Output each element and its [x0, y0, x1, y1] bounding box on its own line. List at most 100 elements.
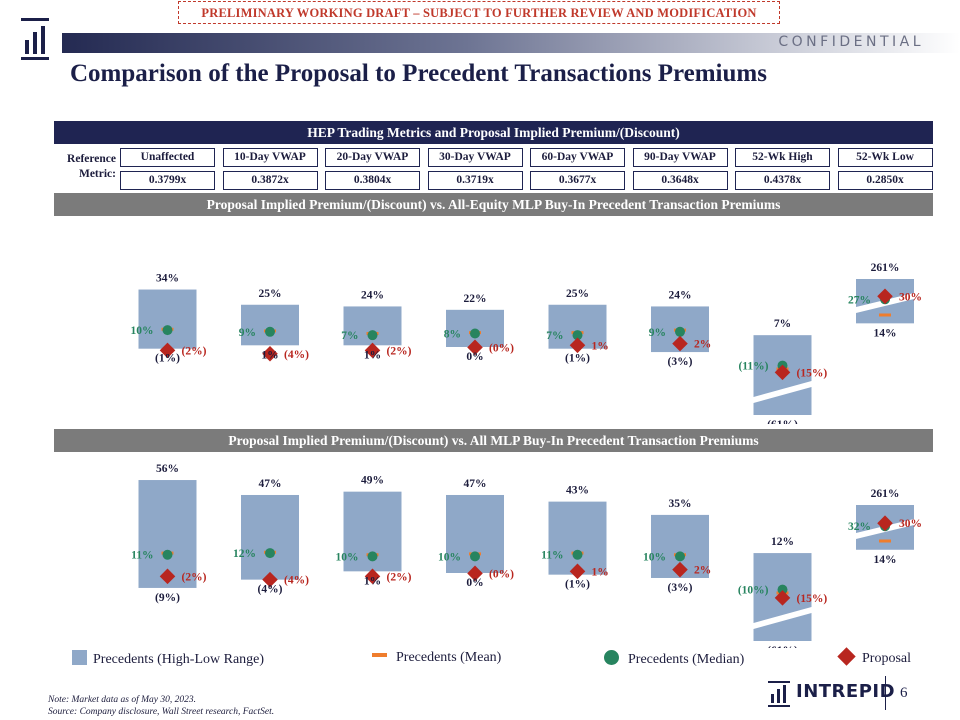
high-label: 47%: [464, 478, 487, 490]
median-marker: [470, 328, 480, 339]
metric-value-cell: 0.2850x: [837, 171, 933, 190]
metric-value-cell: 0.3799x: [120, 171, 215, 190]
proposal-label: 2%: [694, 339, 711, 351]
legend-median-swatch: [604, 650, 619, 665]
high-label: 47%: [259, 478, 282, 490]
high-label: 34%: [156, 273, 179, 285]
chart-1: 34% (1%) 10% (2%) 25% 1% 9% (4%) 24% 1% 7% (2%) 22% 0…: [131, 262, 923, 424]
range-bar: [138, 289, 197, 349]
proposal-label: 1%: [592, 340, 609, 352]
proposal-label: (15%): [797, 593, 828, 605]
median-label: 11%: [131, 550, 153, 562]
confidential-label: CONFIDENTIAL: [778, 34, 924, 50]
metric-header-cell: 90-Day VWAP: [632, 148, 728, 167]
median-marker: [265, 548, 275, 559]
low-label: (1%): [155, 353, 180, 365]
proposal-label: 30%: [899, 518, 922, 530]
metric-header-cell: Unaffected: [120, 148, 215, 167]
low-label: (3%): [668, 582, 693, 594]
proposal-label: (4%): [284, 575, 309, 587]
proposal-marker: [569, 563, 586, 580]
low-label: (61%): [767, 419, 798, 424]
chart-2-heading: Proposal Implied Premium/(Discount) vs. …: [54, 429, 933, 452]
high-label: 7%: [774, 318, 791, 330]
median-marker: [162, 549, 173, 560]
high-label: 35%: [669, 498, 692, 510]
legend-mean: Precedents (Mean): [372, 650, 501, 666]
metrics-heading: HEP Trading Metrics and Proposal Implied…: [54, 121, 933, 144]
page-title: Comparison of the Proposal to Precedent …: [70, 60, 767, 87]
metric-header-cell: 52-Wk Low: [837, 148, 933, 167]
proposal-label: (2%): [182, 571, 207, 583]
median-label: 10%: [131, 325, 154, 337]
low-label: (9%): [155, 592, 180, 604]
proposal-label: 1%: [592, 566, 609, 578]
proposal-marker: [262, 345, 278, 362]
high-label: 43%: [566, 485, 589, 497]
metric-value-cell: 0.3719x: [427, 171, 523, 190]
high-label: 24%: [669, 289, 692, 301]
high-label: 25%: [259, 288, 282, 300]
low-label: 0%: [466, 577, 483, 589]
median-marker: [265, 326, 275, 337]
median-label: 7%: [341, 330, 358, 342]
low-label: (61%): [767, 645, 798, 648]
footnote-note: Note: Market data as of May 30, 2023.: [48, 695, 197, 705]
high-label: 24%: [361, 289, 384, 301]
high-label: 25%: [566, 288, 589, 300]
high-label: 22%: [464, 293, 487, 305]
proposal-label: 30%: [899, 291, 922, 303]
legend-median: Precedents (Median): [604, 650, 744, 668]
median-label: 8%: [444, 328, 461, 340]
legend-range-swatch: [72, 650, 87, 665]
metric-header-cell: 10-Day VWAP: [222, 148, 318, 167]
metric-header-cell: 52-Wk High: [735, 148, 830, 167]
low-label: 14%: [874, 554, 897, 566]
proposal-marker: [467, 565, 483, 582]
brand-divider: [885, 676, 886, 710]
bank-logo-icon: [21, 18, 49, 60]
low-label: 1%: [364, 349, 381, 361]
proposal-marker: [159, 342, 176, 359]
low-label: (1%): [565, 579, 590, 591]
chart-1-heading: Proposal Implied Premium/(Discount) vs. …: [54, 193, 933, 216]
brand-name: INTREPID: [796, 681, 896, 702]
median-marker: [675, 551, 685, 562]
median-marker: [572, 549, 583, 560]
mean-marker: [879, 313, 891, 317]
median-label: 27%: [848, 294, 871, 306]
metric-value-cell: 0.3648x: [632, 171, 728, 190]
proposal-label: 2%: [694, 565, 711, 577]
range-bar: [548, 501, 607, 575]
axis-break: [753, 381, 812, 403]
axis-break: [753, 607, 812, 629]
proposal-label: (4%): [284, 349, 309, 361]
median-marker: [367, 330, 378, 341]
median-label: 7%: [546, 330, 563, 342]
proposal-label: (15%): [797, 367, 828, 379]
low-label: (3%): [668, 356, 693, 368]
median-marker: [162, 325, 173, 336]
metric-value-cell: 0.3872x: [222, 171, 318, 190]
median-label: 32%: [848, 521, 871, 533]
median-marker: [777, 584, 788, 595]
proposal-label: (0%): [489, 568, 514, 580]
median-label: (11%): [738, 361, 768, 373]
intrepid-logo-icon: [768, 681, 790, 707]
median-marker: [572, 330, 583, 341]
legend-proposal: Proposal: [837, 647, 911, 667]
low-label: 1%: [261, 349, 278, 361]
median-label: 11%: [541, 550, 563, 562]
proposal-marker: [774, 590, 791, 606]
high-label: 49%: [361, 475, 384, 487]
median-label: 9%: [239, 327, 256, 339]
metric-header-cell: 30-Day VWAP: [427, 148, 523, 167]
legend-mean-swatch: [372, 653, 387, 657]
draft-banner: PRELIMINARY WORKING DRAFT – SUBJECT TO F…: [178, 1, 780, 24]
metric-value-cell: 0.4378x: [735, 171, 830, 190]
proposal-label: (2%): [182, 345, 207, 357]
legend-range: Precedents (High-Low Range): [72, 650, 264, 668]
page-number: 6: [900, 685, 908, 701]
median-label: (10%): [738, 585, 769, 597]
chart-2: 56% (9%) 11% (2%) 47% (4%) 12% (4%) 49% 1% 10% (2%)…: [131, 463, 922, 648]
